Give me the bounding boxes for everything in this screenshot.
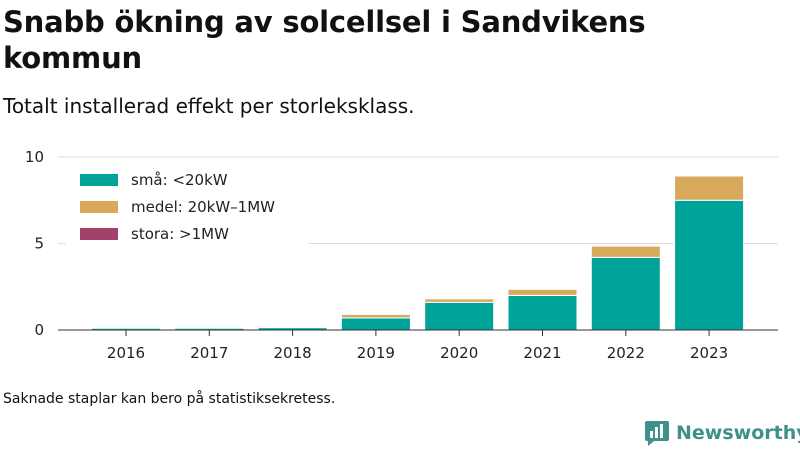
bar-segment: [507, 294, 578, 331]
legend-label: medel: 20kW–1MW: [131, 198, 275, 216]
legend: små: <20kW medel: 20kW–1MW stora: >1MW: [66, 162, 308, 246]
legend-label: stora: >1MW: [131, 225, 229, 243]
axis-layer: 0 5 10 2016 2017 2018 2019 2020 2021 2022 2023: [25, 148, 778, 362]
y-tick-label: 0: [34, 321, 44, 339]
bar-segment: [590, 245, 661, 258]
x-tick-label: 2016: [107, 344, 145, 362]
x-tick-label: 2022: [607, 344, 645, 362]
bar-segment: [590, 256, 661, 331]
legend-swatch: [80, 201, 118, 213]
bar-segment: [674, 175, 745, 201]
brand-name: Newsworthy: [676, 422, 800, 444]
bar-segment: [340, 317, 411, 331]
bar-chart-bubble-icon: [645, 421, 669, 446]
legend-swatch: [80, 228, 118, 240]
footnote: Saknade staplar kan bero på statistiksek…: [3, 391, 336, 407]
y-tick-label: 10: [25, 148, 44, 166]
bar-segment: [257, 326, 328, 329]
x-tick-label: 2018: [274, 344, 312, 362]
bar-segment: [424, 301, 495, 331]
bar-segment: [674, 199, 745, 331]
bar-chart: 0 5 10 2016 2017 2018 2019 2020 2021 2022 2023 små…: [25, 148, 778, 362]
x-tick-label: 2020: [440, 344, 478, 362]
chart-subtitle: Totalt installerad effekt per storlekskl…: [3, 94, 415, 118]
bar-segment: [424, 298, 495, 303]
y-tick-label: 5: [34, 235, 44, 253]
brand-logo: Newsworthy: [644, 419, 800, 447]
legend-label: små: <20kW: [131, 171, 228, 189]
x-tick-label: 2019: [357, 344, 395, 362]
bar-segment: [507, 288, 578, 296]
chart-title: Snabb ökning av solcellsel i Sandvikens …: [3, 5, 646, 75]
x-tick-label: 2017: [190, 344, 228, 362]
x-tick-label: 2023: [690, 344, 728, 362]
x-tick-label: 2021: [523, 344, 561, 362]
bars-layer: [91, 175, 745, 331]
legend-swatch: [80, 174, 118, 186]
bar-segment: [340, 313, 411, 319]
